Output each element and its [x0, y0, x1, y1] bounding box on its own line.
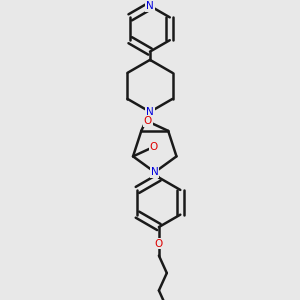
- Text: N: N: [151, 167, 159, 177]
- Text: N: N: [146, 1, 154, 11]
- Text: O: O: [149, 142, 158, 152]
- Text: O: O: [155, 238, 163, 248]
- Text: O: O: [143, 116, 152, 126]
- Text: N: N: [146, 107, 154, 117]
